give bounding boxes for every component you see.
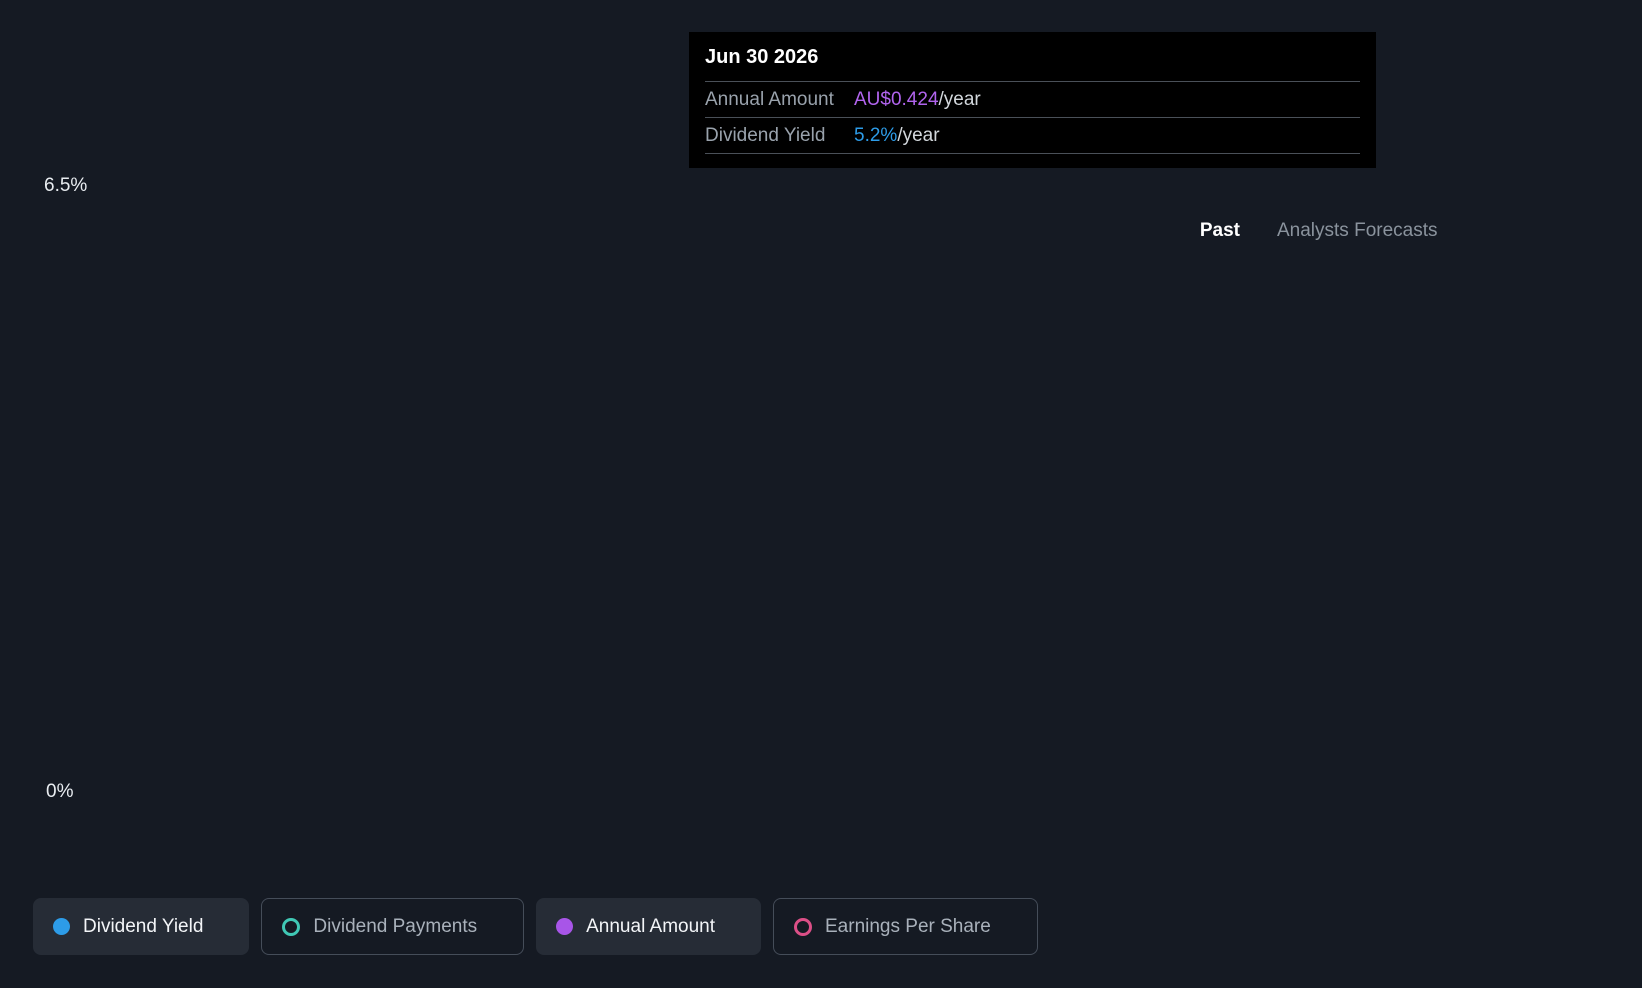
- tooltip-divider: [705, 153, 1360, 154]
- earnings-per-share-ring-icon: [794, 917, 812, 936]
- y-axis-label-top: 6.5%: [44, 175, 88, 196]
- tooltip: Jun 30 2026 Annual Amount AU$0.424 /year…: [689, 32, 1376, 168]
- analysts-forecasts-label: Analysts Forecasts: [1277, 220, 1438, 241]
- tooltip-value: AU$0.424: [854, 88, 939, 110]
- legend-label: Earnings Per Share: [825, 915, 991, 937]
- legend-button-dividend-payments[interactable]: Dividend Payments: [261, 898, 525, 955]
- y-axis-label-zero: 0%: [46, 781, 74, 802]
- legend-button-annual-amount[interactable]: Annual Amount: [536, 898, 761, 955]
- tooltip-row-annual-amount: Annual Amount AU$0.424 /year: [705, 81, 1360, 117]
- past-label: Past: [1199, 220, 1240, 241]
- legend-button-dividend-yield[interactable]: Dividend Yield: [33, 898, 250, 955]
- tooltip-suffix: /year: [938, 88, 981, 110]
- tooltip-label: Annual Amount: [705, 88, 834, 110]
- tooltip-suffix: /year: [897, 124, 940, 146]
- legend-label: Dividend Payments: [313, 915, 478, 937]
- tooltip-value: 5.2%: [854, 124, 898, 146]
- legend: Dividend Yield Dividend Payments Annual …: [33, 898, 1038, 955]
- legend-label: Annual Amount: [586, 915, 715, 937]
- tooltip-row-dividend-yield: Dividend Yield 5.2% /year: [705, 117, 1360, 153]
- dividend-yield-dot-icon: [53, 918, 70, 935]
- annual-amount-dot-icon: [556, 918, 574, 935]
- legend-label: Dividend Yield: [83, 915, 204, 937]
- dividend-payments-ring-icon: [282, 917, 301, 936]
- tooltip-label: Dividend Yield: [705, 124, 826, 146]
- legend-button-earnings-per-share[interactable]: Earnings Per Share: [773, 898, 1038, 955]
- tooltip-date: Jun 30 2026: [705, 46, 819, 68]
